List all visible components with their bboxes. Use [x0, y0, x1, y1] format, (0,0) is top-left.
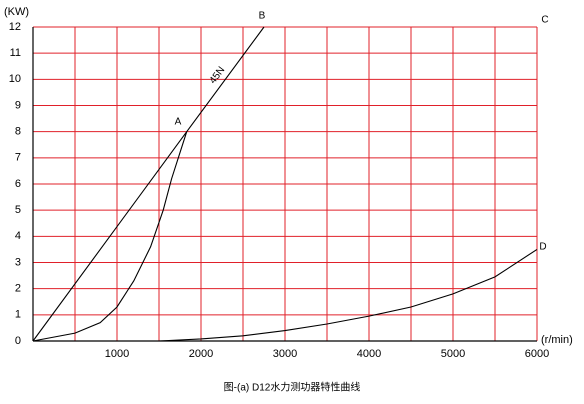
y-tick-label: 12 [9, 21, 21, 33]
annotation: C [541, 15, 548, 26]
y-tick-label: 9 [15, 99, 21, 111]
x-tick-label: 5000 [441, 348, 465, 360]
y-tick-label: 1 [15, 309, 21, 321]
y-tick-label: 0 [15, 335, 21, 347]
series-line [32, 131, 188, 342]
annotation: A [175, 117, 182, 128]
y-tick-label: 11 [10, 47, 21, 59]
x-tick-label: 2000 [189, 348, 213, 360]
y-tick-label: 3 [15, 256, 21, 268]
x-tick-label: 3000 [273, 348, 297, 360]
y-axis-label: (KW) [4, 6, 29, 18]
x-axis-label: (r/min) [541, 334, 573, 346]
series-line [158, 248, 538, 342]
y-tick-label: 6 [15, 178, 21, 190]
y-tick-label: 2 [15, 283, 21, 295]
y-tick-label: 4 [15, 230, 21, 242]
series-label: 45N [208, 65, 228, 86]
x-tick-label: 4000 [357, 348, 381, 360]
annotation: D [539, 242, 546, 253]
x-tick-label: 6000 [525, 348, 549, 360]
caption: 图-(a) D12水力测功器特性曲线 [224, 381, 361, 394]
y-tick-label: 8 [15, 126, 21, 138]
y-tick-label: 7 [15, 152, 21, 164]
y-tick-label: 10 [9, 73, 21, 85]
y-tick-label: 5 [15, 204, 21, 216]
x-tick-label: 1000 [105, 348, 129, 360]
annotation: B [259, 11, 266, 22]
